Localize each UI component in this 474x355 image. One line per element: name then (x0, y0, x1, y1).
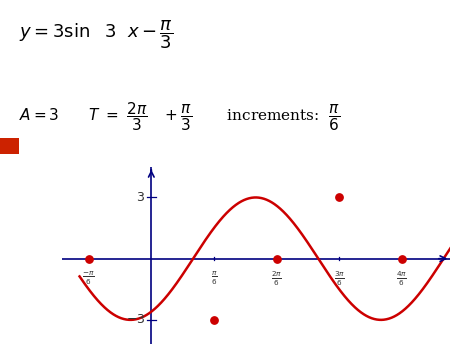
Text: $-3$: $-3$ (126, 313, 146, 326)
Point (210, 317, 218, 323)
Point (273, 256, 280, 262)
Text: $\frac{-\pi}{6}$: $\frac{-\pi}{6}$ (82, 270, 95, 287)
Text: $\frac{3\pi}{6}$: $\frac{3\pi}{6}$ (334, 270, 345, 288)
Point (398, 256, 406, 262)
Text: $\frac{\pi}{6}$: $\frac{\pi}{6}$ (210, 270, 217, 287)
Text: $\frac{4\pi}{6}$: $\frac{4\pi}{6}$ (396, 270, 407, 288)
Text: $\frac{2\pi}{6}$: $\frac{2\pi}{6}$ (271, 270, 282, 288)
Text: $y = 3\sin\ \ 3\ \ x - \dfrac{\pi}{3}$: $y = 3\sin\ \ 3\ \ x - \dfrac{\pi}{3}$ (19, 19, 173, 51)
Point (85, 256, 92, 262)
Text: $3$: $3$ (137, 191, 146, 204)
FancyBboxPatch shape (0, 138, 19, 154)
Point (336, 195, 343, 200)
Text: $A = 3$$\quad\quad T\ =\ \dfrac{2\pi}{3}$$\quad +\dfrac{\pi}{3}$$\quad\quad$ inc: $A = 3$$\quad\quad T\ =\ \dfrac{2\pi}{3}… (19, 100, 340, 132)
